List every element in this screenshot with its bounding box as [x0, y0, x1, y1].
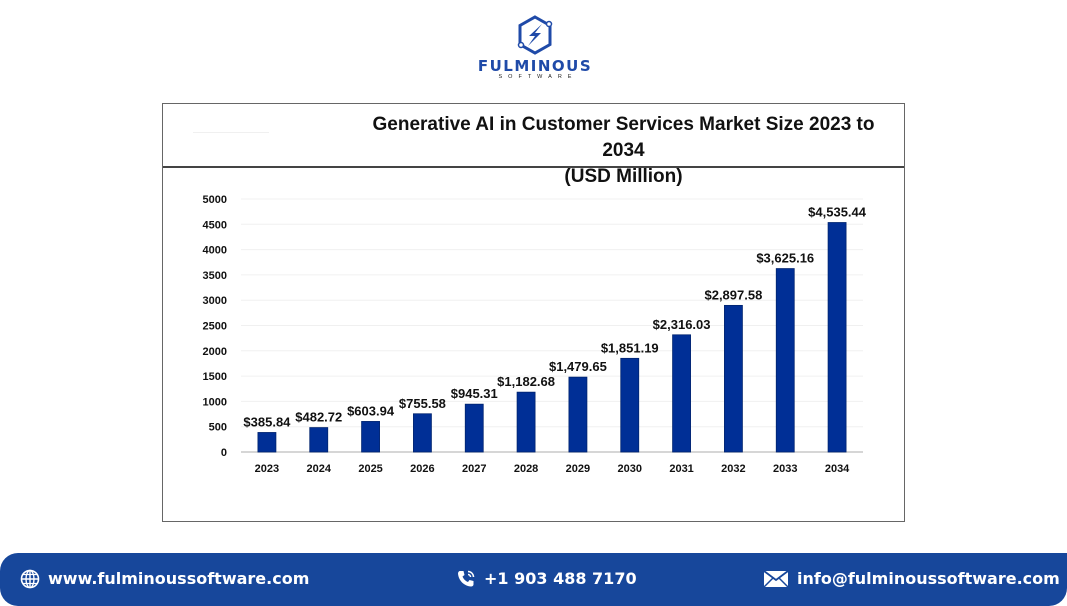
- bar-2025: [361, 421, 380, 453]
- x-tick-label-2024: 2024: [307, 463, 332, 475]
- y-tick-label: 4500: [203, 219, 227, 231]
- bar-2031: [672, 334, 691, 453]
- y-tick-label: 500: [209, 422, 227, 434]
- chart-title-main: Generative AI in Customer Services Marke…: [372, 114, 875, 161]
- header-divider: [193, 132, 269, 133]
- data-label-2027: $945.31: [451, 386, 498, 401]
- footer-email[interactable]: info@fulminoussoftware.com: [763, 568, 1060, 590]
- bar-2030: [620, 357, 640, 453]
- footer-bar: www.fulminoussoftware.com +1 903 488 717…: [0, 553, 1067, 606]
- data-label-2023: $385.84: [243, 414, 291, 429]
- x-tick-label-2031: 2031: [669, 463, 693, 475]
- y-tick-label: 3500: [203, 270, 227, 282]
- globe-icon: [20, 569, 40, 589]
- x-tick-label-2032: 2032: [721, 463, 745, 475]
- bar-2026: [413, 413, 432, 453]
- data-label-2031: $2,316.03: [653, 317, 711, 332]
- bar-2028: [516, 391, 536, 453]
- bar-chart: 0 500 1000 1500 2000 2500 3000 3500 4000 4500 5000…: [203, 194, 867, 475]
- y-tick-label: 5000: [203, 194, 227, 206]
- phone-icon: [458, 570, 475, 587]
- chart-frame: Generative AI in Customer Services Marke…: [162, 103, 905, 522]
- y-tick-label: 2500: [203, 321, 227, 333]
- data-label-2024: $482.72: [295, 410, 342, 425]
- company-logo: FULMINOUS SOFTWARE: [470, 14, 600, 86]
- y-tick-label: 2000: [203, 346, 227, 358]
- logo-name: FULMINOUS: [477, 57, 593, 75]
- y-tick-label: 3000: [203, 295, 227, 307]
- bar-2024: [309, 427, 329, 453]
- chart-title: Generative AI in Customer Services Marke…: [163, 112, 904, 190]
- hexagon-lightning-icon: [517, 15, 553, 55]
- x-tick-label-2029: 2029: [566, 463, 590, 475]
- data-label-2028: $1,182.68: [497, 374, 555, 389]
- bar-2029: [568, 376, 588, 453]
- x-tick-label-2033: 2033: [773, 463, 797, 475]
- y-tick-label: 1500: [203, 371, 227, 383]
- phone-number[interactable]: +1 903 488 7170: [484, 569, 637, 588]
- data-label-2033: $3,625.16: [756, 251, 814, 266]
- x-tick-label-2025: 2025: [358, 463, 382, 475]
- bar-2027: [464, 403, 484, 453]
- footer-phone[interactable]: +1 903 488 7170: [456, 568, 637, 590]
- bar-2034: [827, 222, 847, 453]
- website-link[interactable]: www.fulminoussoftware.com: [48, 569, 310, 588]
- footer-website[interactable]: www.fulminoussoftware.com: [20, 568, 309, 590]
- data-label-2026: $755.58: [399, 396, 446, 411]
- y-tick-label: 1000: [203, 396, 227, 408]
- bar-2032: [724, 304, 743, 453]
- x-tick-label-2034: 2034: [825, 463, 850, 475]
- x-tick-label-2030: 2030: [618, 463, 642, 475]
- logo-subtitle: SOFTWARE: [498, 74, 578, 80]
- x-tick-label-2026: 2026: [410, 463, 434, 475]
- x-tick-label-2027: 2027: [462, 463, 486, 475]
- chart-title-unit: (USD Million): [564, 166, 683, 187]
- email-link[interactable]: info@fulminoussoftware.com: [797, 569, 1060, 588]
- envelope-icon: [763, 570, 789, 588]
- data-label-2034: $4,535.44: [808, 205, 867, 220]
- chart-header: Generative AI in Customer Services Marke…: [163, 104, 904, 187]
- data-label-2025: $603.94: [347, 403, 395, 418]
- x-tick-label-2023: 2023: [255, 463, 279, 475]
- data-label-2029: $1,479.65: [549, 359, 607, 374]
- bar-2033: [775, 268, 795, 453]
- data-label-2030: $1,851.19: [601, 340, 659, 355]
- bar-2023: [257, 432, 277, 453]
- y-tick-label: 0: [221, 447, 227, 459]
- data-label-2032: $2,897.58: [704, 287, 762, 302]
- x-tick-label-2028: 2028: [514, 463, 538, 475]
- y-tick-label: 4000: [203, 245, 227, 257]
